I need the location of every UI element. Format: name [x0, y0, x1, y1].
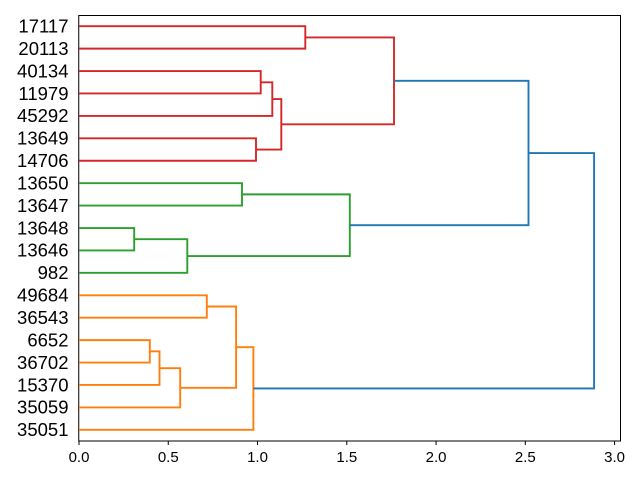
svg-text:13647: 13647 [17, 195, 68, 216]
svg-text:14706: 14706 [17, 150, 68, 171]
svg-text:1.0: 1.0 [247, 449, 268, 466]
svg-text:13649: 13649 [17, 128, 68, 149]
svg-text:15370: 15370 [17, 374, 68, 395]
svg-text:35051: 35051 [17, 419, 68, 440]
svg-text:2.5: 2.5 [515, 449, 536, 466]
svg-text:982: 982 [38, 262, 69, 283]
svg-text:13648: 13648 [17, 217, 68, 238]
svg-text:0.0: 0.0 [69, 449, 90, 466]
svg-text:36543: 36543 [17, 307, 68, 328]
svg-text:45292: 45292 [17, 105, 68, 126]
svg-text:3.0: 3.0 [604, 449, 625, 466]
svg-text:40134: 40134 [17, 60, 68, 81]
svg-text:6652: 6652 [27, 329, 68, 350]
svg-text:13650: 13650 [17, 173, 68, 194]
svg-text:13646: 13646 [17, 240, 68, 261]
svg-text:35059: 35059 [17, 397, 68, 418]
svg-text:0.5: 0.5 [158, 449, 179, 466]
svg-text:20113: 20113 [18, 38, 68, 59]
svg-text:17117: 17117 [18, 16, 68, 37]
svg-text:11979: 11979 [18, 83, 68, 104]
svg-text:2.0: 2.0 [426, 449, 447, 466]
svg-text:36702: 36702 [17, 352, 68, 373]
svg-text:49684: 49684 [17, 285, 68, 306]
svg-text:1.5: 1.5 [336, 449, 357, 466]
